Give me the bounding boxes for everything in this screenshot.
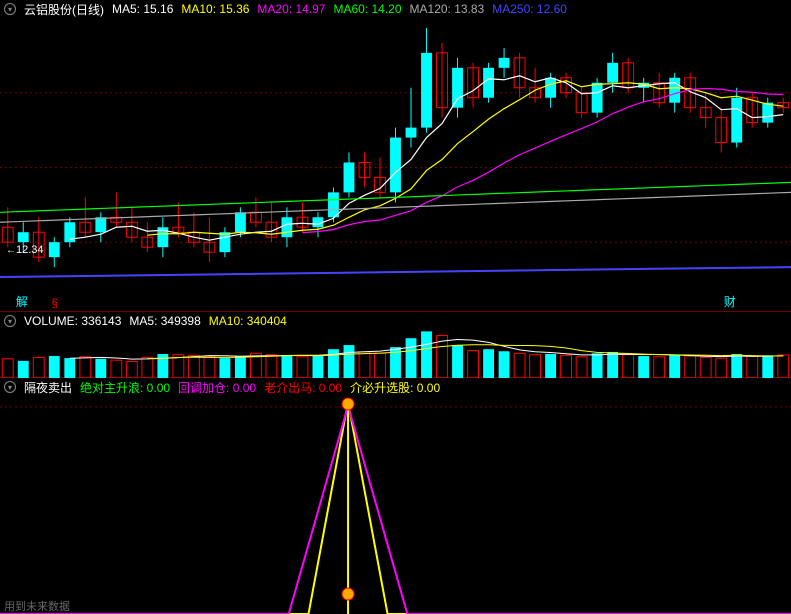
marker-s: § (51, 296, 58, 310)
indicator-svg (0, 396, 791, 614)
indicator-panel: ▾ 隔夜卖出 绝对主升浪: 0.00 回调加仓: 0.00 老介出马: 0.00… (0, 378, 791, 614)
vol-ma5-label: MA5: 349398 (129, 314, 200, 328)
marker-cai: 财 (724, 293, 736, 310)
ma250-label: MA250: 12.60 (492, 2, 567, 16)
volume-panel: ▾ VOLUME: 336143 MA5: 349398 MA10: 34040… (0, 312, 791, 378)
ind-label-3: 老介出马: 0.00 (264, 379, 342, 396)
main-header: ▾ 云铝股份(日线) MA5: 15.16 MA10: 15.36 MA20: … (0, 0, 791, 18)
ind-label-2: 回调加仓: 0.00 (178, 379, 256, 396)
ind-label-0: 隔夜卖出 (24, 379, 72, 396)
main-svg (0, 18, 791, 312)
volume-chart[interactable] (0, 330, 791, 378)
ind-label-4: 介必升选股: 0.00 (350, 379, 440, 396)
ma60-label: MA60: 14.20 (333, 2, 401, 16)
indicator-chart[interactable] (0, 396, 791, 614)
ma10-label: MA10: 15.36 (181, 2, 249, 16)
footer-text: 用到未来数据 (4, 598, 70, 614)
ma120-label: MA120: 13.83 (410, 2, 485, 16)
ma5-label: MA5: 15.16 (112, 2, 173, 16)
vol-ma10-label: MA10: 340404 (209, 314, 287, 328)
ind-label-1: 绝对主升浪: 0.00 (80, 379, 170, 396)
indicator-header: ▾ 隔夜卖出 绝对主升浪: 0.00 回调加仓: 0.00 老介出马: 0.00… (0, 378, 791, 396)
stock-title: 云铝股份(日线) (24, 1, 104, 18)
collapse-icon[interactable]: ▾ (4, 3, 16, 15)
collapse-icon[interactable]: ▾ (4, 381, 16, 393)
volume-label: VOLUME: 336143 (24, 314, 121, 328)
marker-jie: 解 (16, 293, 28, 310)
volume-svg (0, 330, 791, 378)
ma20-label: MA20: 14.97 (257, 2, 325, 16)
candlestick-chart[interactable]: ←12.34 解 § 财 (0, 18, 791, 312)
collapse-icon[interactable]: ▾ (4, 315, 16, 327)
main-chart-panel: ▾ 云铝股份(日线) MA5: 15.16 MA10: 15.36 MA20: … (0, 0, 791, 312)
volume-header: ▾ VOLUME: 336143 MA5: 349398 MA10: 34040… (0, 312, 791, 330)
price-marker: ←12.34 (6, 244, 44, 256)
